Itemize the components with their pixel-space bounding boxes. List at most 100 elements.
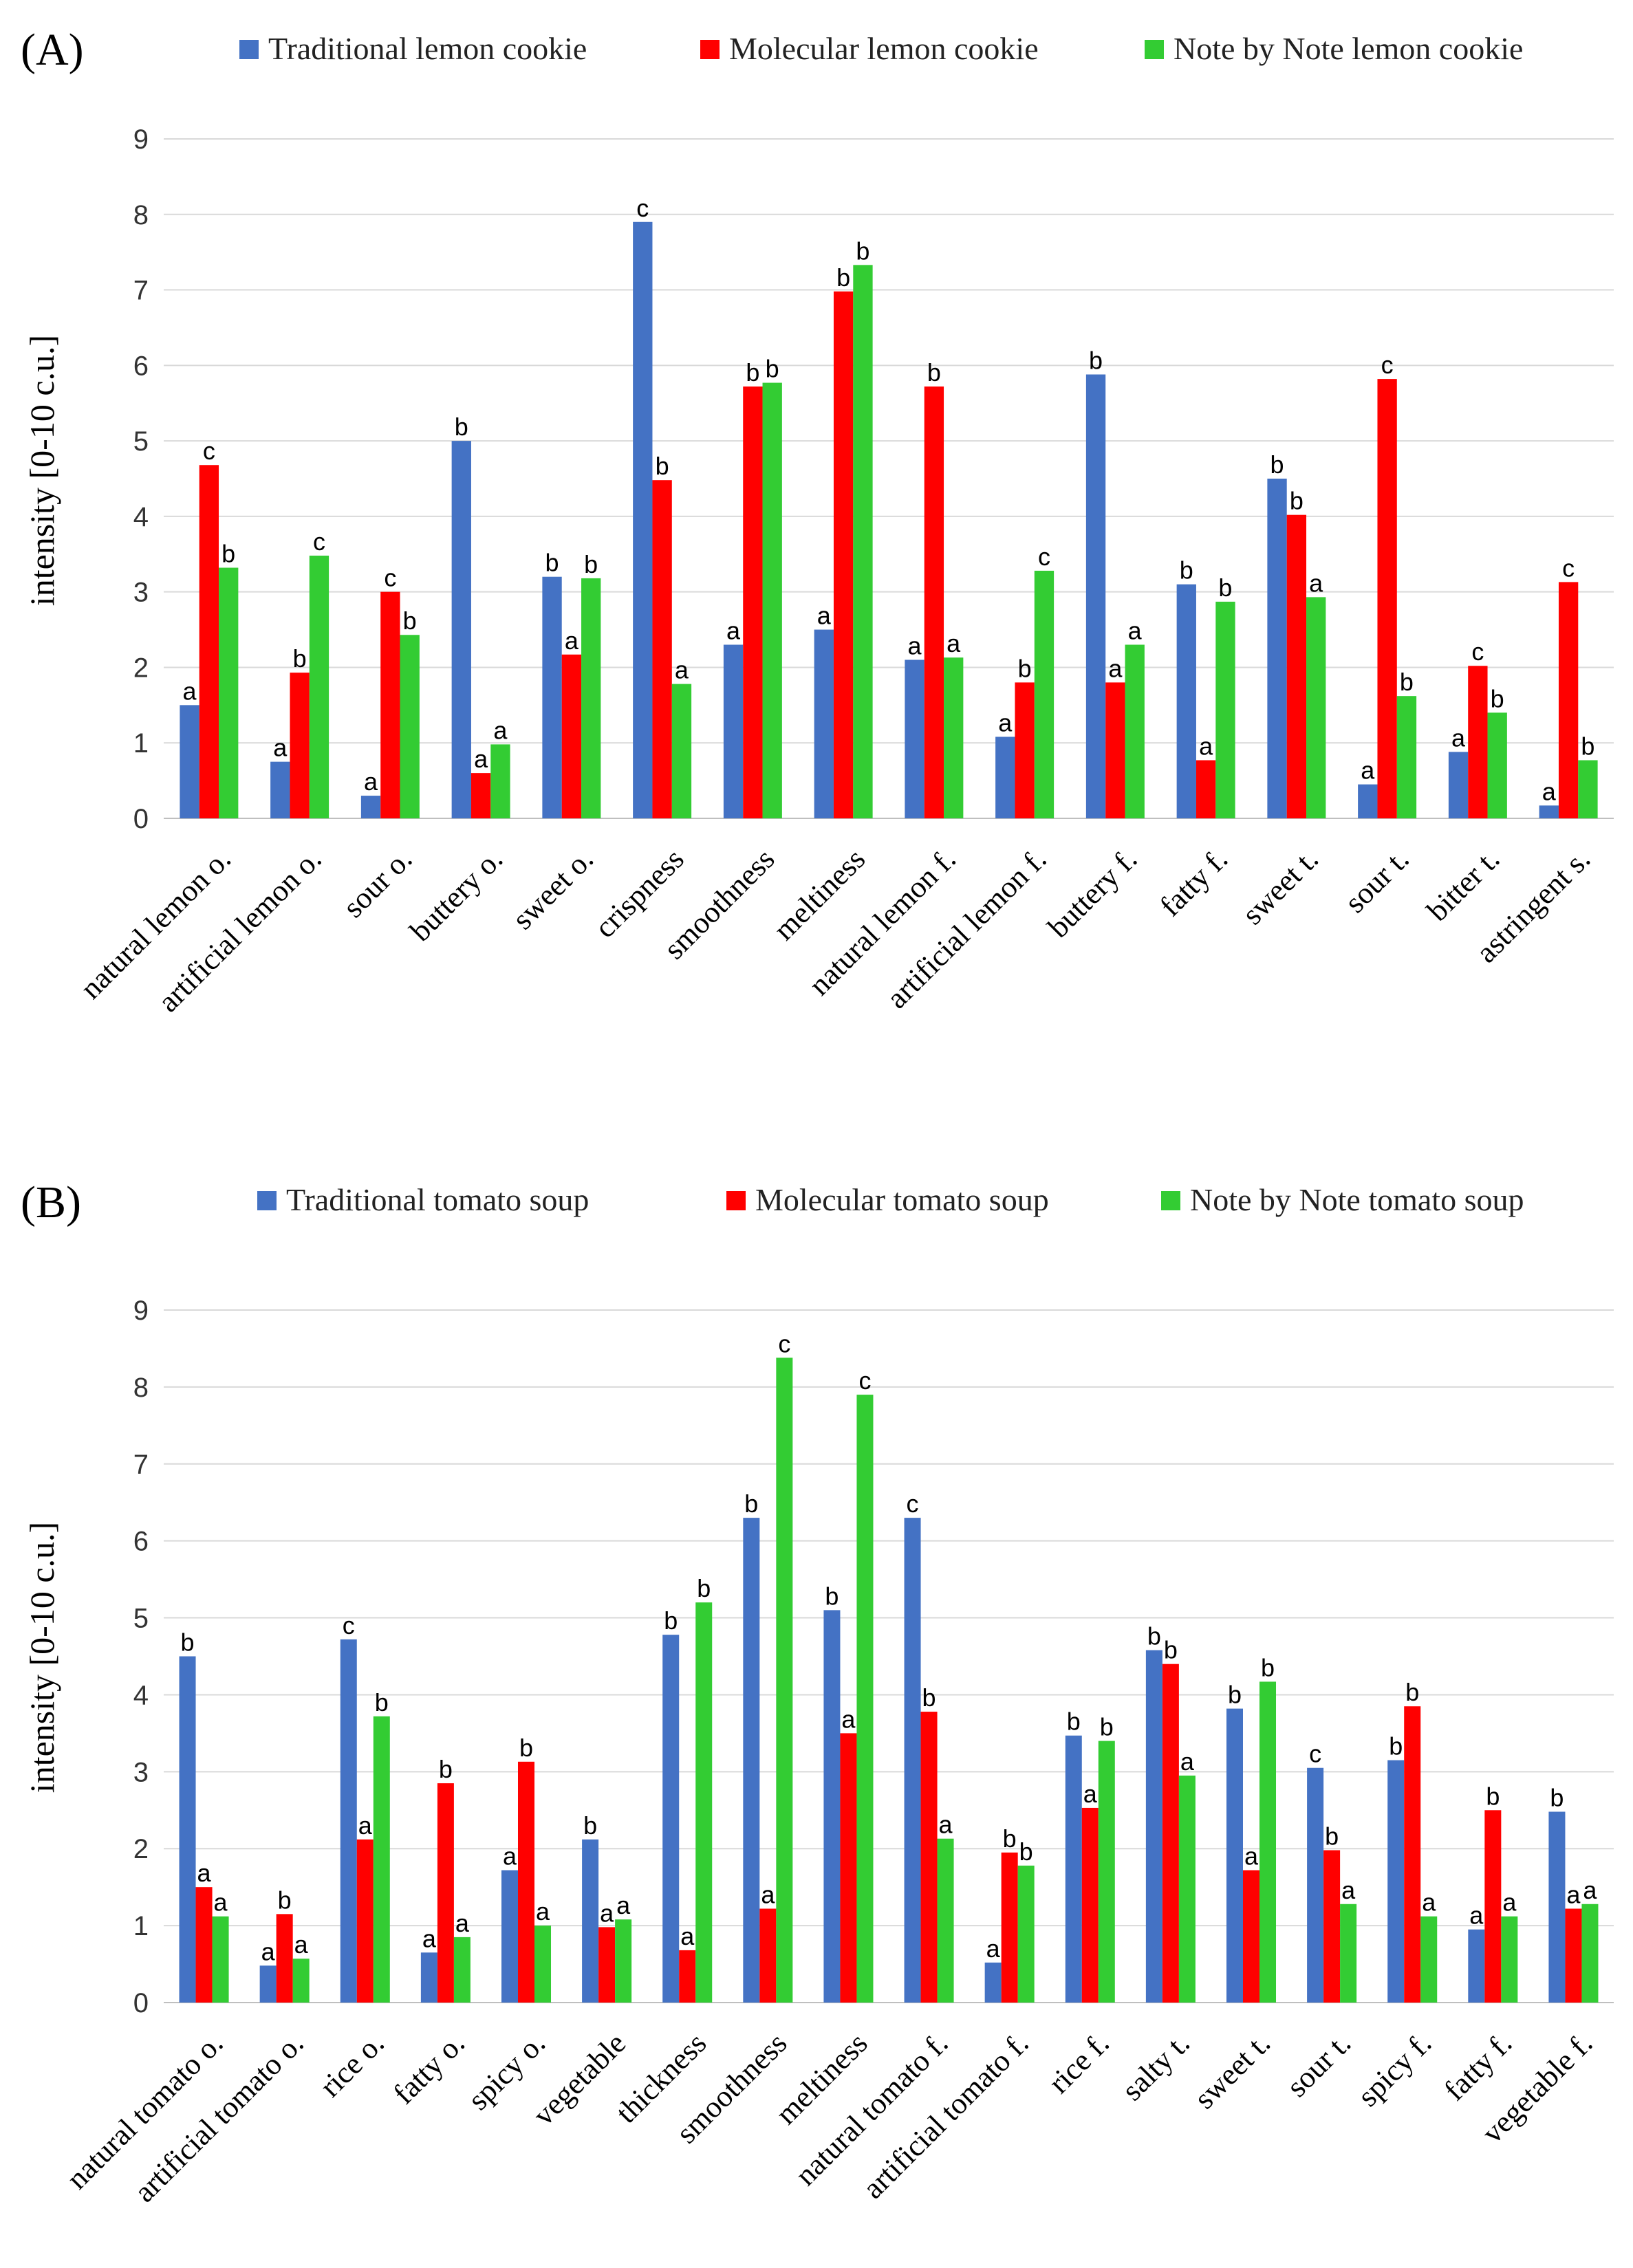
significance-letter: b (1100, 1713, 1114, 1741)
significance-letter: a (616, 1891, 631, 1919)
significance-letter: c (1038, 543, 1050, 571)
bar (1539, 805, 1559, 818)
significance-letter: b (1003, 1824, 1017, 1853)
significance-letter: a (841, 1705, 856, 1733)
significance-letter: b (1089, 347, 1103, 375)
bar (1085, 374, 1106, 818)
significance-letter: c (1562, 554, 1575, 582)
significance-letter: a (1542, 777, 1557, 805)
bar (1178, 1775, 1196, 2003)
significance-letter: b (1550, 1784, 1564, 1812)
y-tick-label: 6 (133, 351, 149, 381)
bar (1215, 601, 1235, 818)
bar (437, 1783, 454, 2003)
bar (695, 1602, 713, 2003)
x-category-label: spicy f. (1351, 2026, 1438, 2113)
significance-letter: b (746, 358, 759, 386)
y-tick-label: 6 (133, 1527, 149, 1557)
significance-letter: b (1389, 1732, 1403, 1760)
bar (420, 1952, 437, 2003)
significance-letter: a (294, 1930, 309, 1959)
legend-swatch-molecular (726, 1191, 746, 1210)
x-category-label: artificial lemon o. (151, 842, 328, 1018)
y-tick-label: 9 (133, 124, 149, 155)
bar (904, 1518, 921, 2003)
significance-letter: a (358, 1811, 373, 1840)
y-tick-label: 3 (133, 578, 149, 608)
bar (1396, 696, 1417, 818)
bar (309, 555, 329, 818)
x-category-label: bitter t. (1420, 842, 1506, 928)
significance-letter: a (947, 629, 961, 657)
significance-letter: a (675, 656, 689, 684)
bar (1323, 1850, 1341, 2003)
significance-letter: a (1341, 1876, 1356, 1904)
bar (179, 1656, 196, 2003)
legend-swatch-note-by-note (1161, 1191, 1180, 1210)
bar (1558, 582, 1579, 818)
bar (615, 1919, 632, 2003)
significance-letter: a (422, 1924, 437, 1952)
y-tick-label: 0 (133, 804, 149, 834)
bar (920, 1712, 938, 2003)
bar (1404, 1706, 1421, 2003)
bar (1065, 1735, 1082, 2003)
significance-letter: a (197, 1859, 212, 1887)
bar (561, 654, 582, 818)
x-category-label: artificial lemon f. (880, 842, 1052, 1014)
bar (360, 796, 381, 818)
bar (292, 1959, 310, 2003)
significance-letter: a (998, 708, 1013, 737)
y-tick-label: 4 (133, 502, 149, 532)
significance-letter: b (1228, 1681, 1242, 1709)
bar (762, 382, 782, 818)
bar (1196, 760, 1216, 818)
bar (1387, 1760, 1405, 2003)
significance-letter: b (375, 1688, 389, 1716)
significance-letter: b (545, 549, 559, 577)
significance-letter: c (858, 1366, 871, 1395)
y-tick-label: 8 (133, 1373, 149, 1403)
bar (1487, 712, 1507, 818)
significance-letter: c (636, 194, 649, 222)
significance-letter: b (1019, 1838, 1033, 1866)
significance-letter: a (908, 631, 922, 659)
y-tick-label: 5 (133, 1604, 149, 1634)
significance-letter: a (261, 1937, 276, 1965)
panel-a-lemon-cookie: (A) Traditional lemon cookie Molecular l… (21, 25, 1614, 1018)
significance-letter: b (825, 1582, 839, 1610)
significance-letter: b (1491, 684, 1504, 712)
significance-letter: c (1309, 1740, 1321, 1768)
significance-letter: a (1583, 1876, 1597, 1904)
bar (905, 659, 924, 818)
legend-label-note-by-note: Note by Note tomato soup (1190, 1182, 1524, 1217)
bar (340, 1639, 357, 2003)
significance-letter: a (1244, 1842, 1259, 1871)
bar (1501, 1916, 1518, 2003)
significance-letter: a (1566, 1880, 1581, 1908)
bar (1242, 1870, 1260, 2003)
legend-swatch-note-by-note (1145, 40, 1164, 59)
bar (856, 1395, 874, 2003)
bar (1484, 1810, 1502, 2003)
y-tick-label: 9 (133, 1296, 149, 1326)
significance-letter: a (761, 1880, 775, 1908)
significance-letter: a (1469, 1901, 1484, 1930)
significance-letter: b (836, 263, 850, 292)
x-category-label: sour t. (1338, 842, 1415, 919)
bar (723, 644, 744, 818)
bar (743, 1518, 760, 2003)
significance-letter: b (1261, 1653, 1275, 1681)
bar (1420, 1916, 1438, 2003)
x-category-label: sour t. (1280, 2026, 1357, 2103)
legend-label-traditional: Traditional lemon cookie (268, 31, 587, 66)
bar (1377, 379, 1397, 818)
bar (180, 705, 199, 818)
x-category-label: sweet t. (1187, 2026, 1277, 2115)
significance-letter: a (1180, 1747, 1195, 1776)
significance-letter: c (384, 564, 396, 592)
significance-letter: a (474, 745, 488, 773)
significance-letter: a (1309, 569, 1323, 597)
panel-b-y-axis-label: intensity [0-10 c.u.] (23, 1522, 61, 1793)
